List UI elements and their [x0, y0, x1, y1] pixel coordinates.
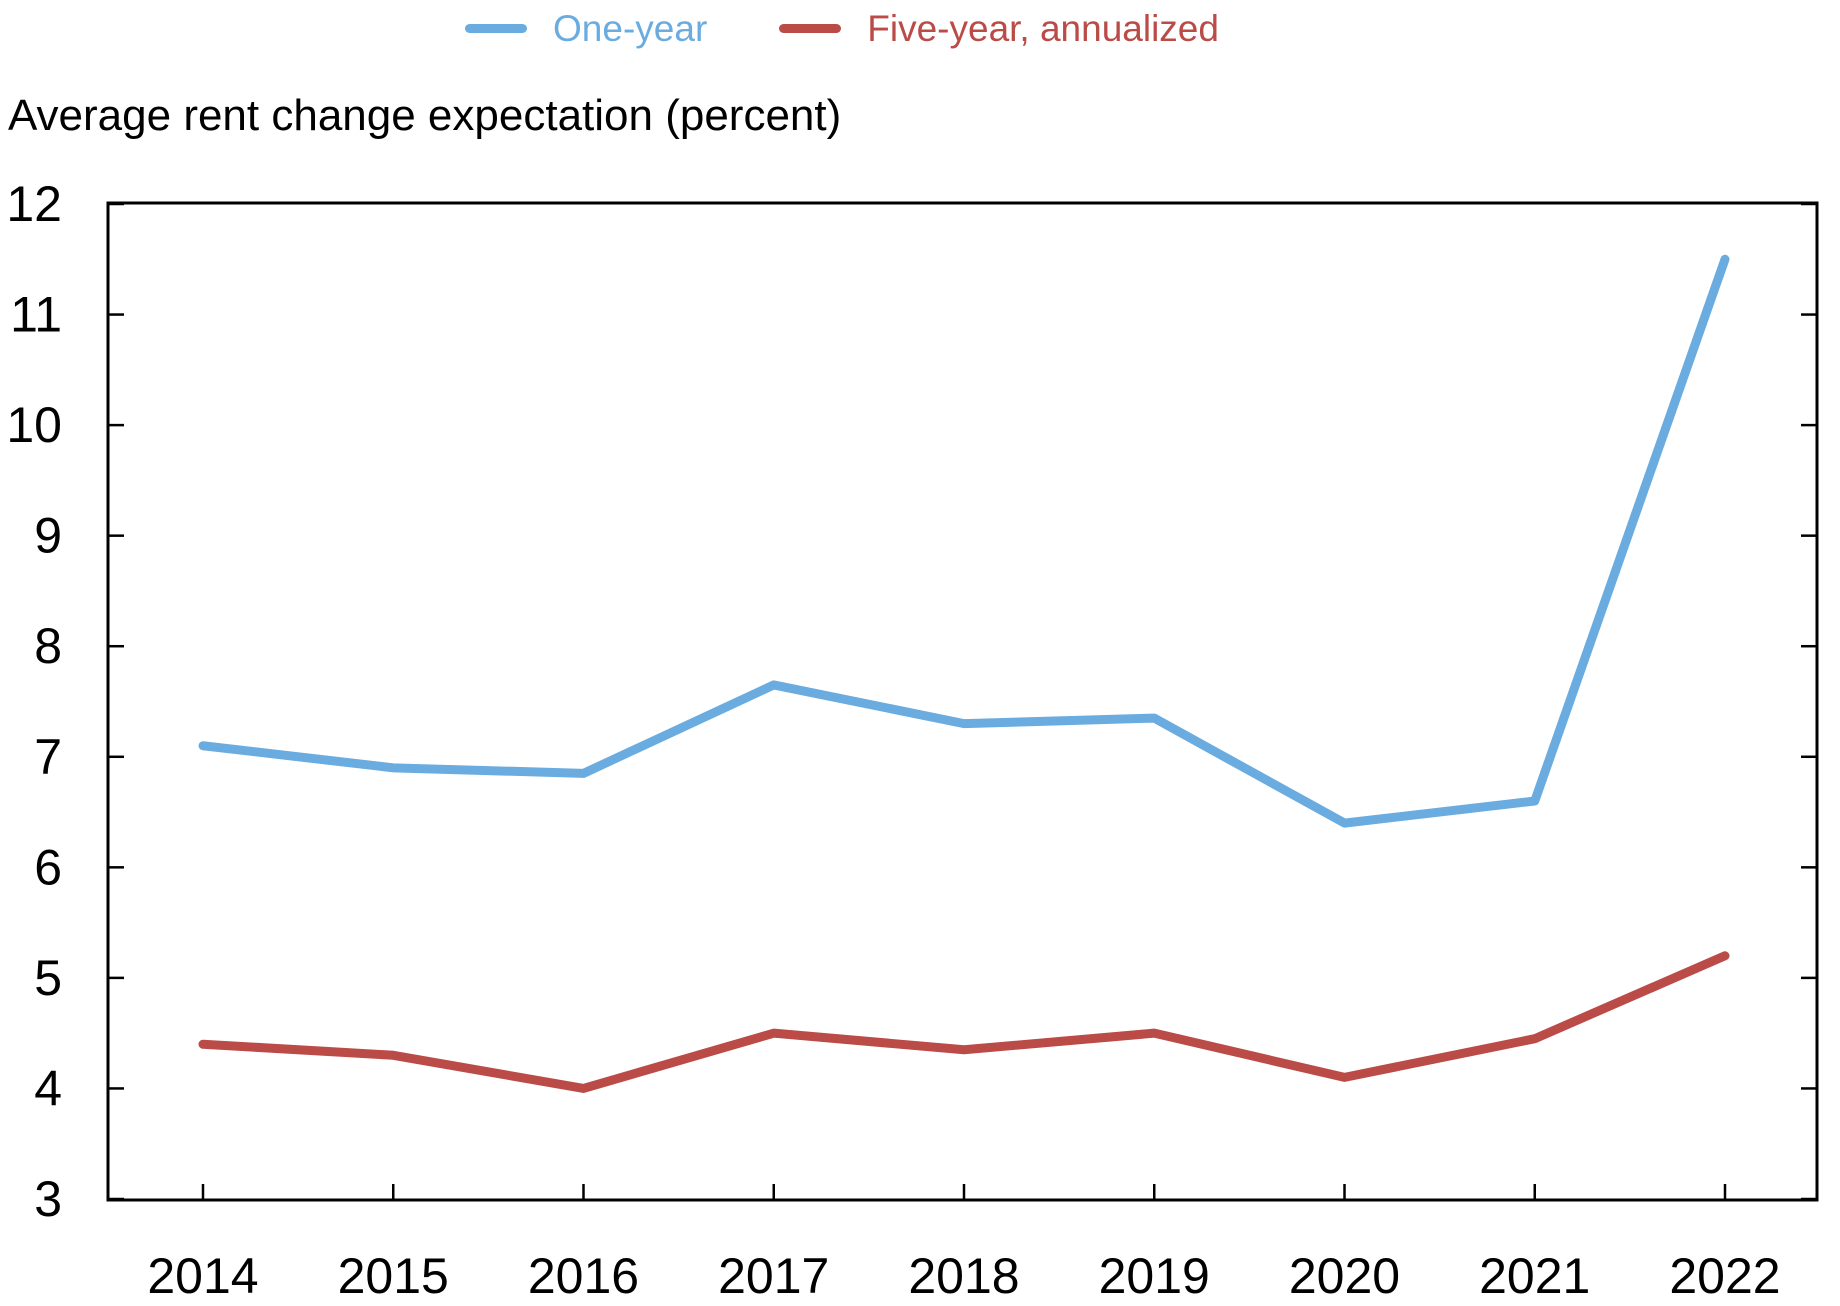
x-tick-label: 2019: [1099, 1248, 1210, 1304]
legend-item-five-year: Five-year, annualized: [779, 10, 1219, 47]
series-line-five-year-annualized: [198, 951, 1730, 1093]
y-tick-label: 12: [6, 176, 62, 232]
five-year-line-swatch-icon: [779, 24, 842, 33]
y-tick-label: 5: [34, 950, 62, 1006]
legend: One-year Five-year, annualized: [0, 10, 1762, 47]
y-tick-label: 7: [34, 729, 62, 785]
x-tick-label: 2014: [147, 1248, 258, 1304]
x-tick-label: 2016: [528, 1248, 639, 1304]
y-tick-label: 8: [34, 618, 62, 674]
legend-item-one-year: One-year: [465, 10, 707, 47]
x-tick-label: 2021: [1479, 1248, 1590, 1304]
x-tick-label: 2022: [1669, 1248, 1780, 1304]
x-tick-label: 2017: [718, 1248, 829, 1304]
one-year-line-swatch-icon: [465, 24, 528, 33]
y-tick-label: 3: [34, 1171, 62, 1227]
series-line-one-year: [198, 254, 1730, 828]
y-tick-label: 11: [10, 287, 62, 343]
y-tick-label: 9: [34, 508, 62, 564]
x-tick-label: 2015: [338, 1248, 449, 1304]
legend-label-five-year: Five-year, annualized: [867, 8, 1219, 49]
x-tick-label: 2020: [1289, 1248, 1400, 1304]
y-tick-label: 10: [6, 397, 62, 453]
legend-label-one-year: One-year: [553, 8, 708, 49]
plot-frame: [106, 201, 1819, 1202]
chart-title: Average rent change expectation (percent…: [8, 91, 842, 140]
y-tick-label: 4: [34, 1060, 62, 1116]
x-tick-label: 2018: [908, 1248, 1019, 1304]
y-tick-label: 6: [34, 839, 62, 895]
